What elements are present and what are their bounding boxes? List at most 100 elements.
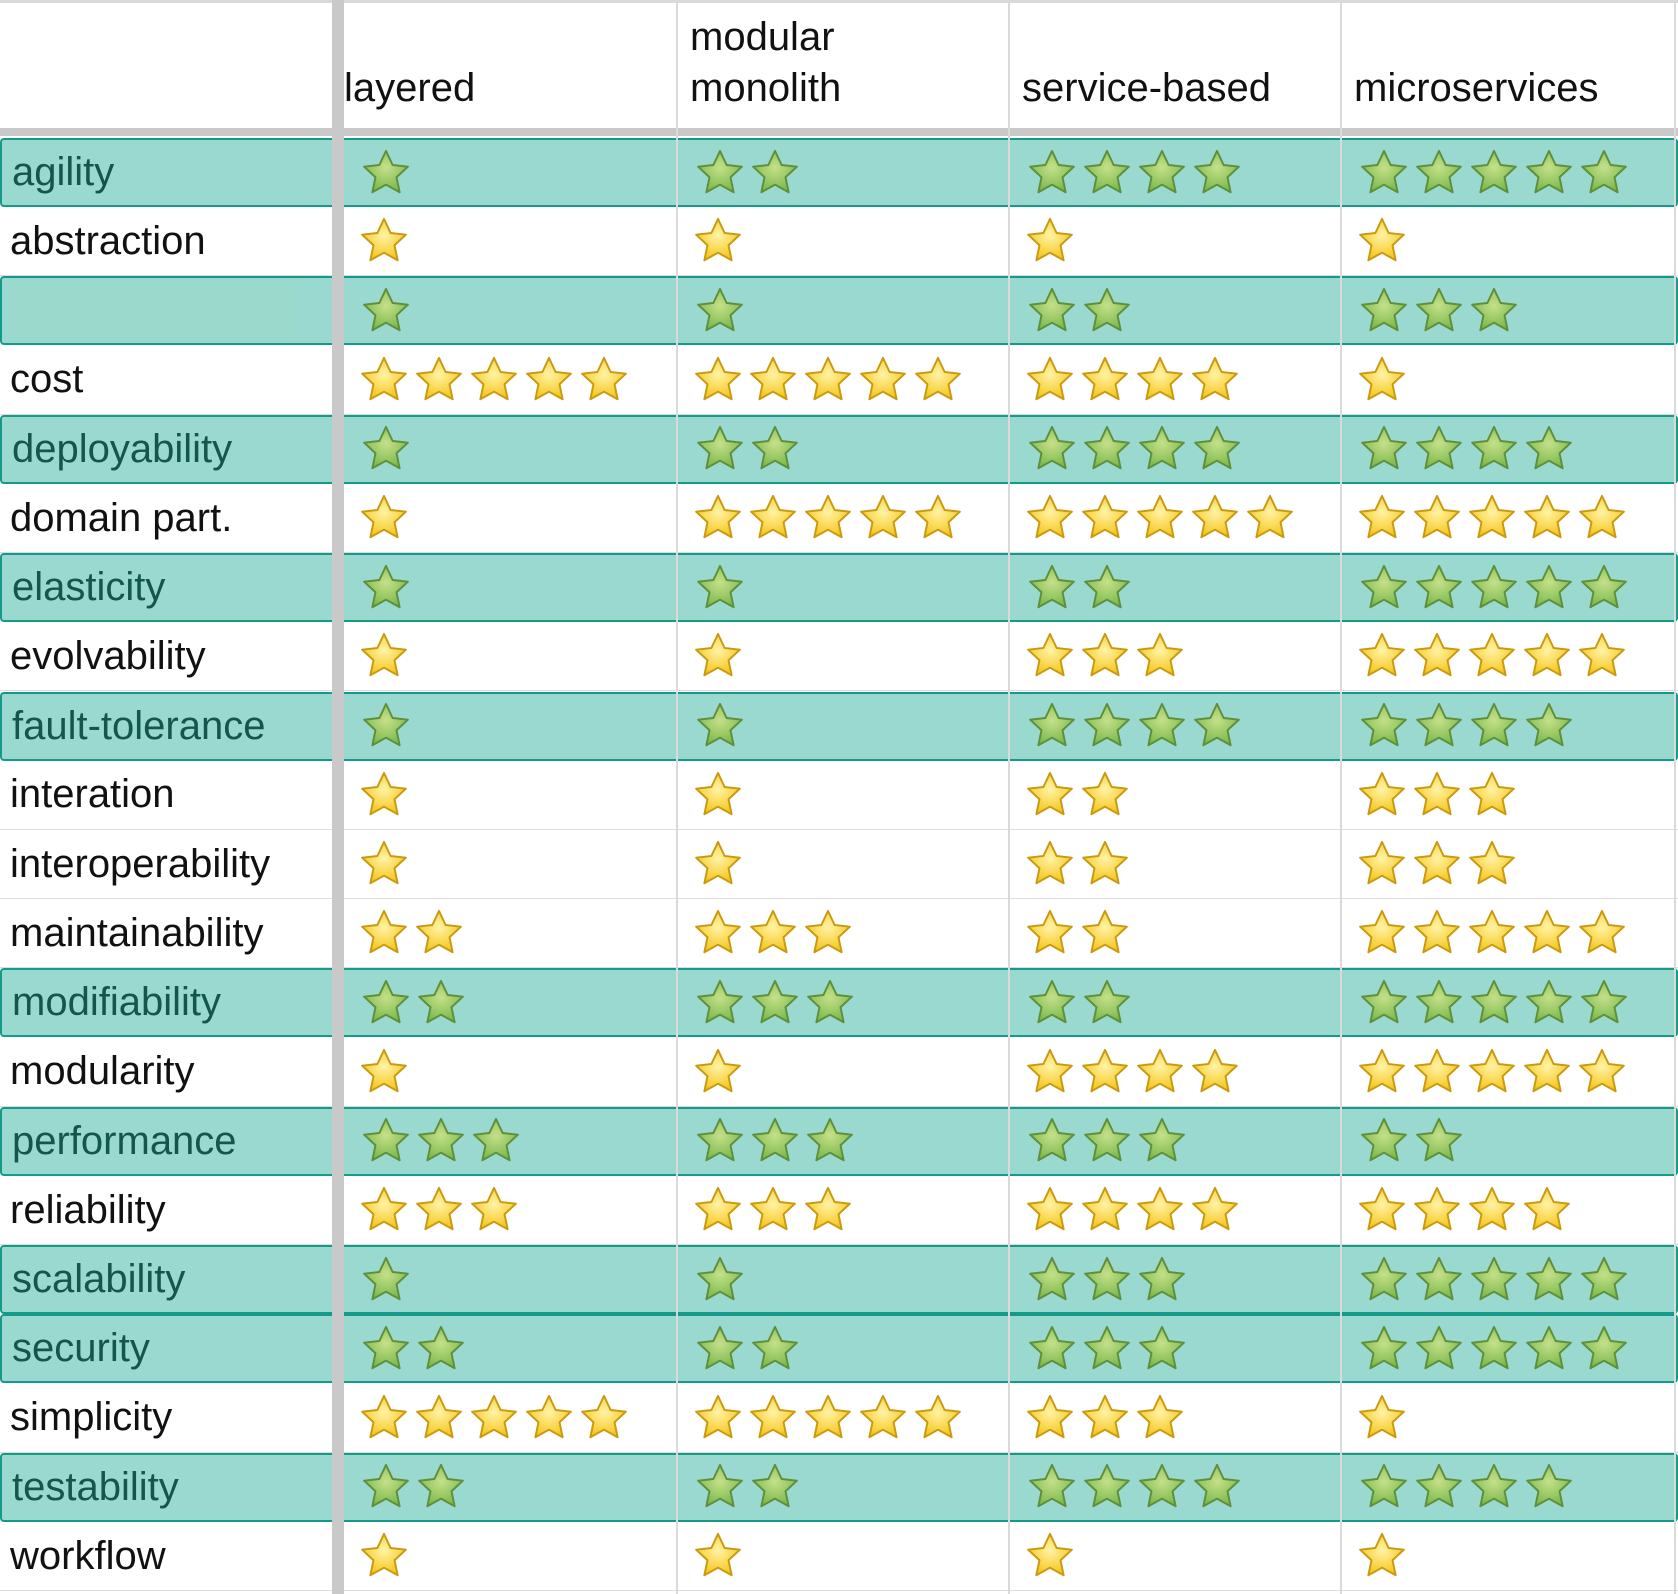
row-label[interactable]: workflow <box>10 1533 166 1578</box>
rating-cell[interactable] <box>346 417 666 482</box>
table-row[interactable]: evolvability <box>0 622 1678 692</box>
rating-cell[interactable] <box>1012 1455 1344 1520</box>
rating-cell[interactable] <box>1012 417 1344 482</box>
rating-cell[interactable] <box>678 1384 1010 1452</box>
rating-cell[interactable] <box>678 830 1010 898</box>
rating-cell[interactable] <box>1012 140 1344 205</box>
row-label[interactable]: maintainability <box>10 910 264 955</box>
rating-cell[interactable] <box>1010 346 1342 414</box>
table-row[interactable]: simplicity <box>0 1384 1678 1453</box>
rating-cell[interactable] <box>1344 1455 1678 1520</box>
table-row[interactable]: security <box>0 1314 1678 1384</box>
rating-cell[interactable] <box>1342 1522 1678 1590</box>
row-label[interactable]: scalability <box>12 1257 186 1302</box>
rating-cell[interactable] <box>678 899 1010 967</box>
rating-cell[interactable] <box>1344 555 1678 620</box>
rating-cell[interactable] <box>1342 484 1678 552</box>
rating-cell[interactable] <box>1344 1109 1678 1174</box>
rating-cell[interactable] <box>1010 830 1342 898</box>
rating-cell[interactable] <box>678 1522 1010 1590</box>
rating-cell[interactable] <box>678 1176 1010 1244</box>
rating-cell[interactable] <box>346 140 666 205</box>
rating-cell[interactable] <box>1010 622 1342 690</box>
table-row[interactable]: agility <box>0 138 1678 207</box>
rating-cell[interactable] <box>344 207 664 275</box>
table-row[interactable]: modularity <box>0 1038 1678 1107</box>
rating-cell[interactable] <box>1344 694 1678 759</box>
rating-cell[interactable] <box>680 278 1012 343</box>
rating-cell[interactable] <box>678 207 1010 275</box>
rating-cell[interactable] <box>680 417 1012 482</box>
row-label[interactable]: deployability <box>12 426 233 471</box>
table-row[interactable]: scalability <box>0 1245 1678 1315</box>
rating-cell[interactable] <box>1342 1384 1678 1452</box>
row-label[interactable]: abstraction <box>10 218 206 263</box>
rating-cell[interactable] <box>346 1455 666 1520</box>
table-row[interactable]: modifiability <box>0 968 1678 1038</box>
rating-cell[interactable] <box>346 1247 666 1312</box>
table-row[interactable]: cost <box>0 346 1678 415</box>
rating-cell[interactable] <box>346 278 666 343</box>
row-label[interactable] <box>2 278 334 343</box>
table-row[interactable]: testability <box>0 1452 1678 1522</box>
rating-cell[interactable] <box>680 1455 1012 1520</box>
rating-cell[interactable] <box>344 899 664 967</box>
rating-cell[interactable] <box>344 1522 664 1590</box>
rating-cell[interactable] <box>1344 417 1678 482</box>
row-label[interactable]: security <box>12 1326 150 1371</box>
rating-cell[interactable] <box>344 1176 664 1244</box>
rating-cell[interactable] <box>680 970 1012 1035</box>
row-label[interactable]: reliability <box>10 1187 166 1232</box>
row-label[interactable]: simplicity <box>10 1395 173 1440</box>
rating-cell[interactable] <box>1010 761 1342 829</box>
table-row[interactable]: interoperability <box>0 830 1678 899</box>
rating-cell[interactable] <box>680 1316 1012 1381</box>
rating-cell[interactable] <box>680 694 1012 759</box>
table-row[interactable]: deployability <box>0 414 1678 484</box>
row-label[interactable]: domain part. <box>10 495 233 540</box>
rating-cell[interactable] <box>1342 346 1678 414</box>
rating-cell[interactable] <box>346 1109 666 1174</box>
rating-cell[interactable] <box>1342 622 1678 690</box>
row-label[interactable]: performance <box>12 1118 237 1163</box>
row-label[interactable]: modularity <box>10 1049 195 1094</box>
rating-cell[interactable] <box>1012 1316 1344 1381</box>
row-label[interactable]: interoperability <box>10 841 271 886</box>
rating-cell[interactable] <box>1342 1038 1678 1106</box>
rating-cell[interactable] <box>1010 899 1342 967</box>
rating-cell[interactable] <box>1342 830 1678 898</box>
rating-cell[interactable] <box>346 970 666 1035</box>
rating-cell[interactable] <box>1344 278 1678 343</box>
row-label[interactable]: fault-tolerance <box>12 703 266 748</box>
rating-cell[interactable] <box>678 1038 1010 1106</box>
rating-cell[interactable] <box>1344 1247 1678 1312</box>
rating-cell[interactable] <box>1344 970 1678 1035</box>
row-label[interactable]: agility <box>12 150 115 194</box>
rating-cell[interactable] <box>680 1247 1012 1312</box>
table-row[interactable]: performance <box>0 1106 1678 1176</box>
rating-cell[interactable] <box>1012 1247 1344 1312</box>
table-row[interactable] <box>0 276 1678 346</box>
rating-cell[interactable] <box>1010 484 1342 552</box>
rating-cell[interactable] <box>1010 1176 1342 1244</box>
rating-cell[interactable] <box>346 1316 666 1381</box>
table-row[interactable]: abstraction <box>0 207 1678 277</box>
table-row[interactable]: elasticity <box>0 553 1678 623</box>
rating-cell[interactable] <box>344 484 664 552</box>
table-row[interactable]: reliability <box>0 1176 1678 1245</box>
rating-cell[interactable] <box>1010 1384 1342 1452</box>
table-row[interactable]: workflow <box>0 1522 1678 1591</box>
rating-cell[interactable] <box>678 622 1010 690</box>
rating-cell[interactable] <box>680 1109 1012 1174</box>
rating-cell[interactable] <box>680 555 1012 620</box>
rating-cell[interactable] <box>1012 694 1344 759</box>
rating-cell[interactable] <box>1012 555 1344 620</box>
rating-cell[interactable] <box>678 484 1010 552</box>
row-label[interactable]: testability <box>12 1464 179 1509</box>
rating-cell[interactable] <box>344 1384 664 1452</box>
row-label[interactable]: modifiability <box>12 980 221 1025</box>
table-row[interactable]: maintainability <box>0 899 1678 969</box>
rating-cell[interactable] <box>1342 1176 1678 1244</box>
rating-cell[interactable] <box>1012 1109 1344 1174</box>
rating-cell[interactable] <box>344 346 664 414</box>
